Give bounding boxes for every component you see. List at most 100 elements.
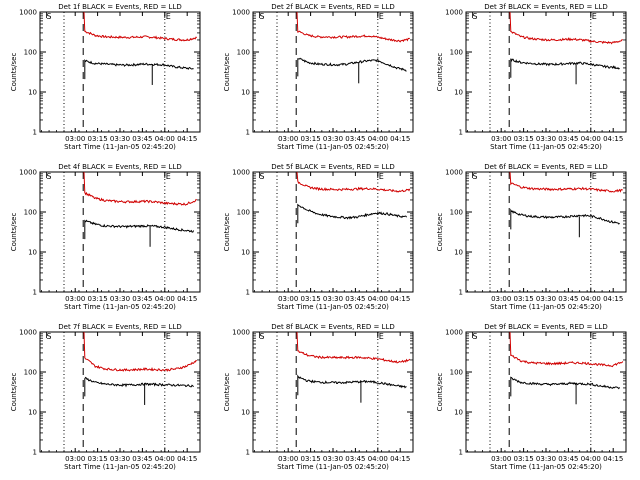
start-marker: S [46, 12, 51, 21]
x-axis-label: Start Time (11-Jan-05 02:45:20) [64, 463, 176, 471]
y-tick-label: 1000 [445, 329, 463, 337]
panel-3: Det 3f BLACK = Events, RED = LLD 1 10 100 10… [436, 3, 627, 151]
x-tick-label: 03:45 [558, 135, 578, 143]
events-series-line [510, 58, 620, 78]
y-tick-label: 100 [237, 209, 250, 217]
panel-title: Det 3f BLACK = Events, RED = LLD [484, 3, 607, 11]
lld-series-line [296, 11, 411, 43]
x-tick-label: 03:45 [558, 455, 578, 463]
events-series-line [297, 57, 407, 77]
x-tick-label: 04:00 [581, 295, 601, 303]
x-tick-label: 04:00 [368, 455, 388, 463]
start-marker: S [259, 172, 264, 181]
y-tick-label: 10 [28, 89, 37, 97]
x-axis-label: Start Time (11-Jan-05 02:45:20) [277, 143, 389, 151]
x-tick-label: 03:30 [323, 295, 343, 303]
x-tick-label: 04:00 [368, 135, 388, 143]
x-axis-label: Start Time (11-Jan-05 02:45:20) [277, 463, 389, 471]
x-tick-label: 03:30 [110, 135, 130, 143]
end-marker: E [166, 12, 171, 21]
x-tick-label: 04:15 [390, 455, 410, 463]
lld-series-line [296, 171, 411, 193]
events-series-line [84, 219, 195, 240]
panel-title: Det 8f BLACK = Events, RED = LLD [271, 323, 394, 331]
y-tick-label: 1000 [19, 169, 37, 177]
y-tick-label: 100 [24, 49, 37, 57]
panel-title: Det 4f BLACK = Events, RED = LLD [58, 163, 181, 171]
end-marker: E [592, 12, 597, 21]
start-marker: S [259, 332, 264, 341]
x-tick-label: 03:15 [301, 135, 321, 143]
y-tick-label: 10 [454, 89, 463, 97]
y-tick-label: 10 [28, 249, 37, 257]
x-axis-label: Start Time (11-Jan-05 02:45:20) [490, 303, 602, 311]
x-tick-label: 03:00 [278, 135, 298, 143]
x-tick-label: 04:15 [177, 135, 197, 143]
panel-7: Det 7f BLACK = Events, RED = LLD 1 10 100 10… [10, 323, 201, 471]
start-marker: S [46, 332, 51, 341]
x-axis-label: Start Time (11-Jan-05 02:45:20) [490, 463, 602, 471]
panel-9: Det 9f BLACK = Events, RED = LLD 1 10 100 10… [436, 323, 627, 471]
lld-series-line [509, 331, 624, 368]
x-tick-label: 03:00 [491, 455, 511, 463]
x-tick-label: 04:00 [581, 455, 601, 463]
lld-series-line [83, 11, 198, 42]
x-axis-label: Start Time (11-Jan-05 02:45:20) [64, 143, 176, 151]
y-tick-label: 10 [241, 89, 250, 97]
y-tick-label: 10 [454, 249, 463, 257]
x-tick-label: 04:00 [155, 135, 175, 143]
y-axis-label: Counts/sec [10, 213, 18, 252]
panel-1: Det 1f BLACK = Events, RED = LLD 1 10 100 10… [10, 3, 201, 151]
y-tick-label: 1 [33, 449, 37, 457]
y-tick-label: 10 [241, 249, 250, 257]
x-tick-label: 03:30 [323, 455, 343, 463]
x-tick-label: 04:00 [155, 455, 175, 463]
events-series-line [510, 376, 621, 397]
y-tick-label: 1000 [19, 9, 37, 17]
end-marker: E [379, 332, 384, 341]
y-tick-label: 1 [246, 449, 250, 457]
lld-series-line [509, 11, 623, 45]
x-tick-label: 03:30 [536, 295, 556, 303]
end-marker: E [379, 172, 384, 181]
x-tick-label: 03:15 [514, 135, 534, 143]
y-tick-label: 1 [246, 289, 250, 297]
lld-series-line [296, 331, 411, 364]
x-tick-label: 03:30 [110, 455, 130, 463]
x-tick-label: 03:45 [558, 295, 578, 303]
y-tick-label: 10 [28, 409, 37, 417]
events-series-line [510, 208, 620, 230]
x-tick-label: 03:30 [110, 295, 130, 303]
x-tick-label: 03:00 [65, 295, 85, 303]
x-axis-label: Start Time (11-Jan-05 02:45:20) [64, 303, 176, 311]
y-tick-label: 1000 [19, 329, 37, 337]
x-tick-label: 04:00 [581, 135, 601, 143]
end-marker: E [592, 172, 597, 181]
start-marker: S [472, 12, 477, 21]
x-tick-label: 03:30 [536, 135, 556, 143]
lld-series-line [83, 171, 198, 206]
y-tick-label: 100 [237, 49, 250, 57]
y-tick-label: 100 [450, 49, 463, 57]
panel-2: Det 2f BLACK = Events, RED = LLD 1 10 100 10… [223, 3, 414, 151]
x-tick-label: 04:15 [390, 135, 410, 143]
events-series-line [84, 376, 194, 397]
end-marker: E [592, 332, 597, 341]
x-tick-label: 03:15 [301, 455, 321, 463]
y-tick-label: 100 [24, 209, 37, 217]
lld-series-line [509, 171, 623, 193]
y-axis-label: Counts/sec [223, 53, 231, 92]
start-marker: S [472, 332, 477, 341]
end-marker: E [379, 12, 384, 21]
x-tick-label: 03:45 [132, 295, 152, 303]
x-tick-label: 04:00 [368, 295, 388, 303]
y-axis-label: Counts/sec [223, 213, 231, 252]
panel-title: Det 9f BLACK = Events, RED = LLD [484, 323, 607, 331]
panel-title: Det 7f BLACK = Events, RED = LLD [58, 323, 181, 331]
y-tick-label: 1000 [445, 9, 463, 17]
y-tick-label: 100 [237, 369, 250, 377]
x-tick-label: 03:15 [88, 455, 108, 463]
x-tick-label: 03:00 [278, 295, 298, 303]
lld-series-line [83, 331, 197, 373]
